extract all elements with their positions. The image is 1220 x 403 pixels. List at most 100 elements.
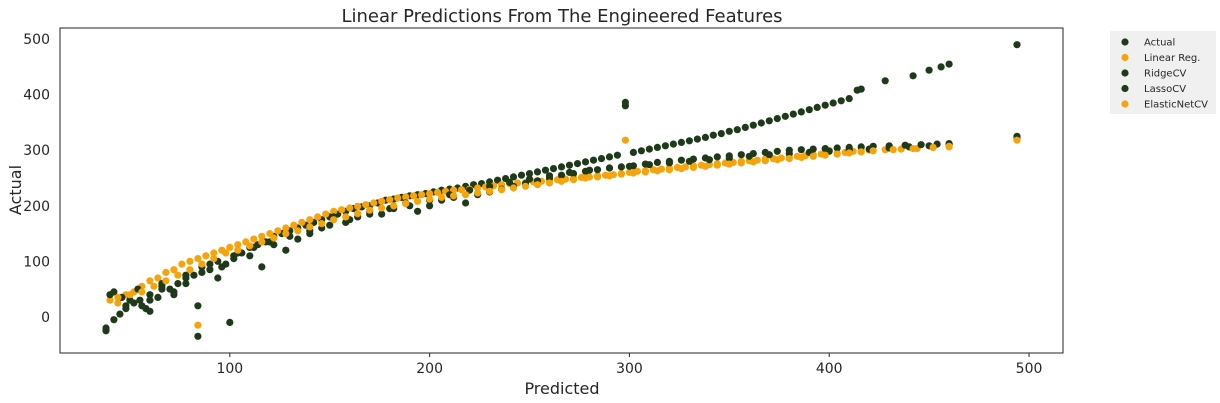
data-point xyxy=(462,191,470,199)
data-point xyxy=(346,204,354,212)
chart-title: Linear Predictions From The Engineered F… xyxy=(341,6,782,27)
data-point xyxy=(881,77,889,85)
y-tick-label: 200 xyxy=(23,199,50,215)
data-point xyxy=(837,97,845,105)
data-point xyxy=(222,249,230,257)
data-point xyxy=(749,121,757,129)
data-point xyxy=(354,210,362,218)
data-point xyxy=(645,161,654,169)
data-point xyxy=(198,260,206,268)
data-point xyxy=(565,161,574,169)
data-point xyxy=(797,108,805,116)
data-point xyxy=(414,207,422,215)
data-point xyxy=(665,159,674,167)
data-point xyxy=(306,223,314,231)
data-point xyxy=(593,166,602,174)
data-point xyxy=(462,199,470,207)
data-point xyxy=(813,103,821,111)
data-point xyxy=(685,157,694,165)
data-point xyxy=(434,188,442,196)
data-point xyxy=(450,192,458,200)
x-tick-label: 300 xyxy=(616,361,643,377)
data-point xyxy=(258,238,266,246)
data-point xyxy=(354,202,362,210)
data-point xyxy=(677,156,686,164)
data-point xyxy=(737,159,745,167)
legend: Actual Linear Reg. RidgeCV LassoCV ElasticNe… xyxy=(1110,31,1216,114)
data-point xyxy=(206,260,214,268)
data-point xyxy=(150,282,158,290)
data-point xyxy=(789,110,797,118)
data-point xyxy=(386,196,394,204)
legend-marker xyxy=(1121,69,1129,77)
data-point xyxy=(194,332,202,340)
data-point xyxy=(366,206,374,214)
data-point xyxy=(765,151,773,159)
data-point xyxy=(162,268,170,276)
data-point xyxy=(186,266,194,274)
data-point xyxy=(214,274,222,282)
data-point xyxy=(394,194,402,202)
data-point xyxy=(234,241,242,249)
y-tick-label: 0 xyxy=(41,310,50,326)
data-point xyxy=(625,162,634,170)
data-point xyxy=(693,135,702,143)
legend-label: Linear Reg. xyxy=(1144,53,1200,64)
data-point xyxy=(486,187,494,195)
y-tick-label: 500 xyxy=(23,32,50,48)
data-point xyxy=(194,321,202,329)
data-point xyxy=(110,316,118,324)
data-point xyxy=(378,210,386,218)
data-point xyxy=(378,197,386,205)
data-point xyxy=(701,162,710,170)
data-point xyxy=(909,72,917,80)
data-point xyxy=(146,277,154,285)
series-lassocv xyxy=(110,134,1021,313)
data-point xyxy=(517,171,526,179)
data-point xyxy=(629,169,638,177)
data-point xyxy=(330,207,338,215)
data-point xyxy=(282,224,290,232)
data-point xyxy=(270,234,278,242)
data-point xyxy=(565,168,574,176)
data-point xyxy=(557,171,566,179)
data-point xyxy=(190,271,198,279)
legend-label: ElasticNetCV xyxy=(1144,100,1208,111)
data-point xyxy=(821,101,829,109)
data-point xyxy=(246,242,254,250)
data-point xyxy=(210,249,218,257)
legend-label: RidgeCV xyxy=(1144,69,1187,80)
data-point xyxy=(418,191,426,199)
data-point xyxy=(138,302,146,310)
data-point xyxy=(717,130,725,138)
data-point xyxy=(857,143,865,151)
data-point xyxy=(106,296,114,304)
series-actual xyxy=(102,41,1021,340)
data-point xyxy=(821,151,829,159)
data-point xyxy=(370,199,378,207)
data-point xyxy=(833,150,841,158)
y-tick-label: 300 xyxy=(23,143,50,159)
data-point xyxy=(593,173,602,181)
data-point xyxy=(669,140,678,148)
data-point xyxy=(765,117,773,125)
data-point xyxy=(653,167,662,175)
data-point xyxy=(597,155,606,163)
data-point xyxy=(182,280,190,288)
data-point xyxy=(210,255,218,263)
data-point xyxy=(605,172,614,180)
data-point xyxy=(781,112,789,120)
data-point xyxy=(525,170,534,178)
data-point xyxy=(362,201,370,209)
data-point xyxy=(438,193,446,201)
y-axis-ticks: 0 100 200 300 400 500 xyxy=(23,32,50,326)
data-point xyxy=(1013,41,1021,49)
data-point xyxy=(330,216,338,224)
data-point xyxy=(605,164,614,172)
data-point xyxy=(569,176,578,184)
data-point xyxy=(198,268,206,276)
data-point xyxy=(581,158,590,166)
data-point xyxy=(761,157,769,165)
data-point xyxy=(617,170,626,178)
